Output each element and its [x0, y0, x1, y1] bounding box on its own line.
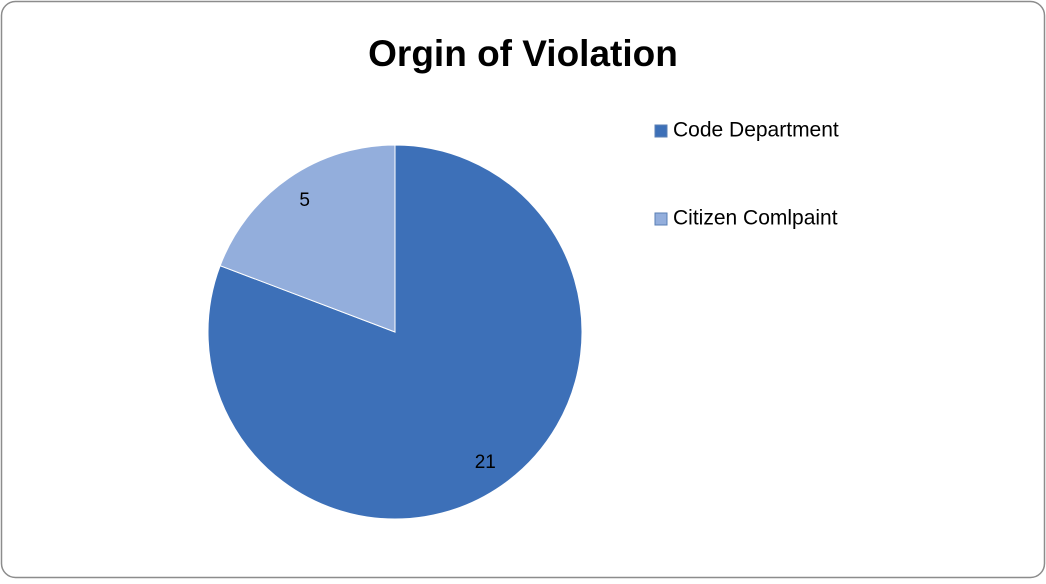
- pie-slice: [219, 144, 396, 333]
- legend-label: Citizen Comlpaint: [673, 207, 838, 230]
- chart-title: Orgin of Violation: [368, 33, 678, 74]
- legend-swatch: [654, 212, 668, 226]
- legend-swatch: [654, 124, 668, 138]
- legend-label: Code Department: [673, 119, 839, 142]
- data-label: 21: [475, 452, 496, 473]
- data-label: 5: [299, 190, 310, 211]
